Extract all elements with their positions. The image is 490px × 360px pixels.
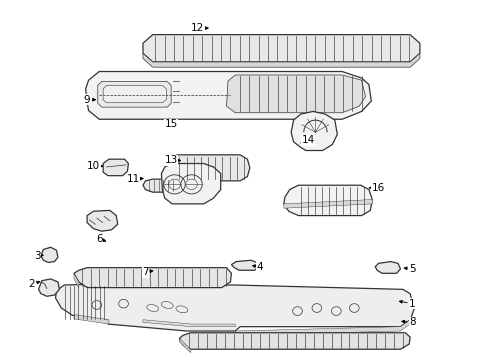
Polygon shape [179, 333, 410, 349]
Text: 2: 2 [28, 279, 35, 289]
Text: 12: 12 [191, 23, 204, 33]
Text: 1: 1 [409, 299, 416, 309]
Polygon shape [87, 210, 118, 231]
Polygon shape [231, 260, 259, 270]
Polygon shape [103, 85, 166, 103]
Text: 16: 16 [372, 183, 385, 193]
Text: 10: 10 [87, 161, 100, 171]
Polygon shape [103, 159, 128, 176]
Polygon shape [86, 72, 371, 119]
Polygon shape [226, 75, 366, 113]
Polygon shape [143, 320, 235, 327]
Text: 3: 3 [34, 251, 40, 261]
Text: 15: 15 [165, 120, 178, 130]
Text: 13: 13 [165, 156, 178, 166]
Polygon shape [143, 35, 420, 62]
Polygon shape [39, 279, 59, 296]
Text: 7: 7 [142, 267, 149, 277]
Text: 8: 8 [409, 317, 416, 327]
Polygon shape [41, 247, 58, 262]
Polygon shape [161, 163, 220, 204]
Text: 11: 11 [126, 174, 140, 184]
Polygon shape [143, 53, 420, 67]
Polygon shape [284, 185, 372, 216]
Polygon shape [166, 155, 250, 181]
Polygon shape [98, 81, 171, 107]
Polygon shape [284, 199, 372, 208]
Text: 14: 14 [301, 135, 315, 145]
Text: 4: 4 [256, 262, 263, 272]
Text: 5: 5 [409, 264, 416, 274]
Polygon shape [179, 338, 191, 353]
Polygon shape [74, 267, 231, 288]
Text: 6: 6 [96, 234, 102, 244]
Polygon shape [74, 273, 79, 288]
Polygon shape [291, 112, 337, 150]
Polygon shape [55, 281, 414, 331]
Polygon shape [375, 262, 400, 273]
Text: 9: 9 [84, 95, 91, 105]
Polygon shape [235, 320, 410, 336]
Polygon shape [74, 315, 109, 324]
Polygon shape [143, 179, 178, 192]
